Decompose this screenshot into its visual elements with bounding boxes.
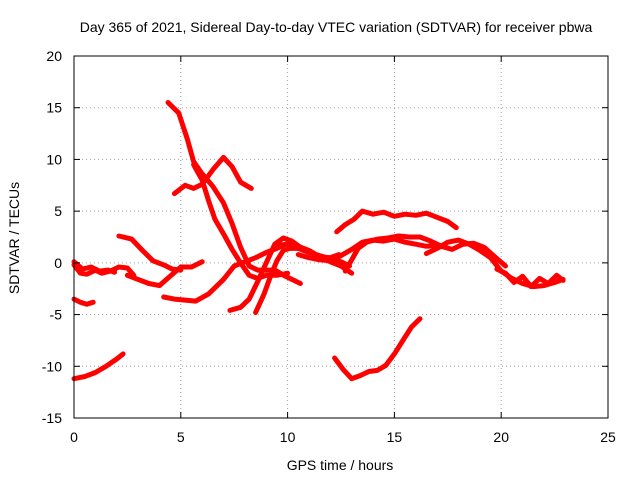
x-tick-label: 20 xyxy=(493,429,509,445)
series-track-13 xyxy=(274,241,355,276)
series-track-18 xyxy=(494,266,566,290)
x-axis-label: GPS time / hours xyxy=(287,457,394,473)
y-tick-label: 15 xyxy=(46,100,62,116)
x-tick-label: 10 xyxy=(280,429,296,445)
plot-frame xyxy=(73,55,609,419)
series-track-06 xyxy=(124,259,205,289)
y-tick-label: -15 xyxy=(42,410,62,426)
series-track-07 xyxy=(161,241,288,304)
y-tick-label: 5 xyxy=(54,203,62,219)
x-tick-label: 0 xyxy=(70,429,78,445)
series-track-19 xyxy=(332,316,423,382)
y-tick-label: 10 xyxy=(46,151,62,167)
series-track-02 xyxy=(71,296,96,307)
series-track-01 xyxy=(71,351,126,382)
series-track-17 xyxy=(423,237,566,290)
series-track-05 xyxy=(116,233,184,273)
series-track-09 xyxy=(171,154,254,197)
series-track-04 xyxy=(71,259,118,275)
y-tick-label: -10 xyxy=(42,358,62,374)
series-track-10 xyxy=(191,162,291,281)
axis-ticks: 0 5 10 15 20 25 -15 -10 -5 0 5 10 15 20 xyxy=(42,48,616,445)
x-tick-label: 5 xyxy=(177,429,185,445)
y-tick-label: 20 xyxy=(46,48,62,64)
series-track-15 xyxy=(334,208,459,235)
x-tick-label: 15 xyxy=(387,429,403,445)
y-tick-label: 0 xyxy=(54,255,62,271)
y-tick-label: -5 xyxy=(50,307,63,323)
y-axis-label: SDTVAR / TECUs xyxy=(6,182,22,294)
series-layer xyxy=(71,100,566,382)
series-track-16 xyxy=(342,233,508,274)
chart-title: Day 365 of 2021, Sidereal Day-to-day VTE… xyxy=(80,19,593,35)
x-tick-label: 25 xyxy=(600,429,616,445)
